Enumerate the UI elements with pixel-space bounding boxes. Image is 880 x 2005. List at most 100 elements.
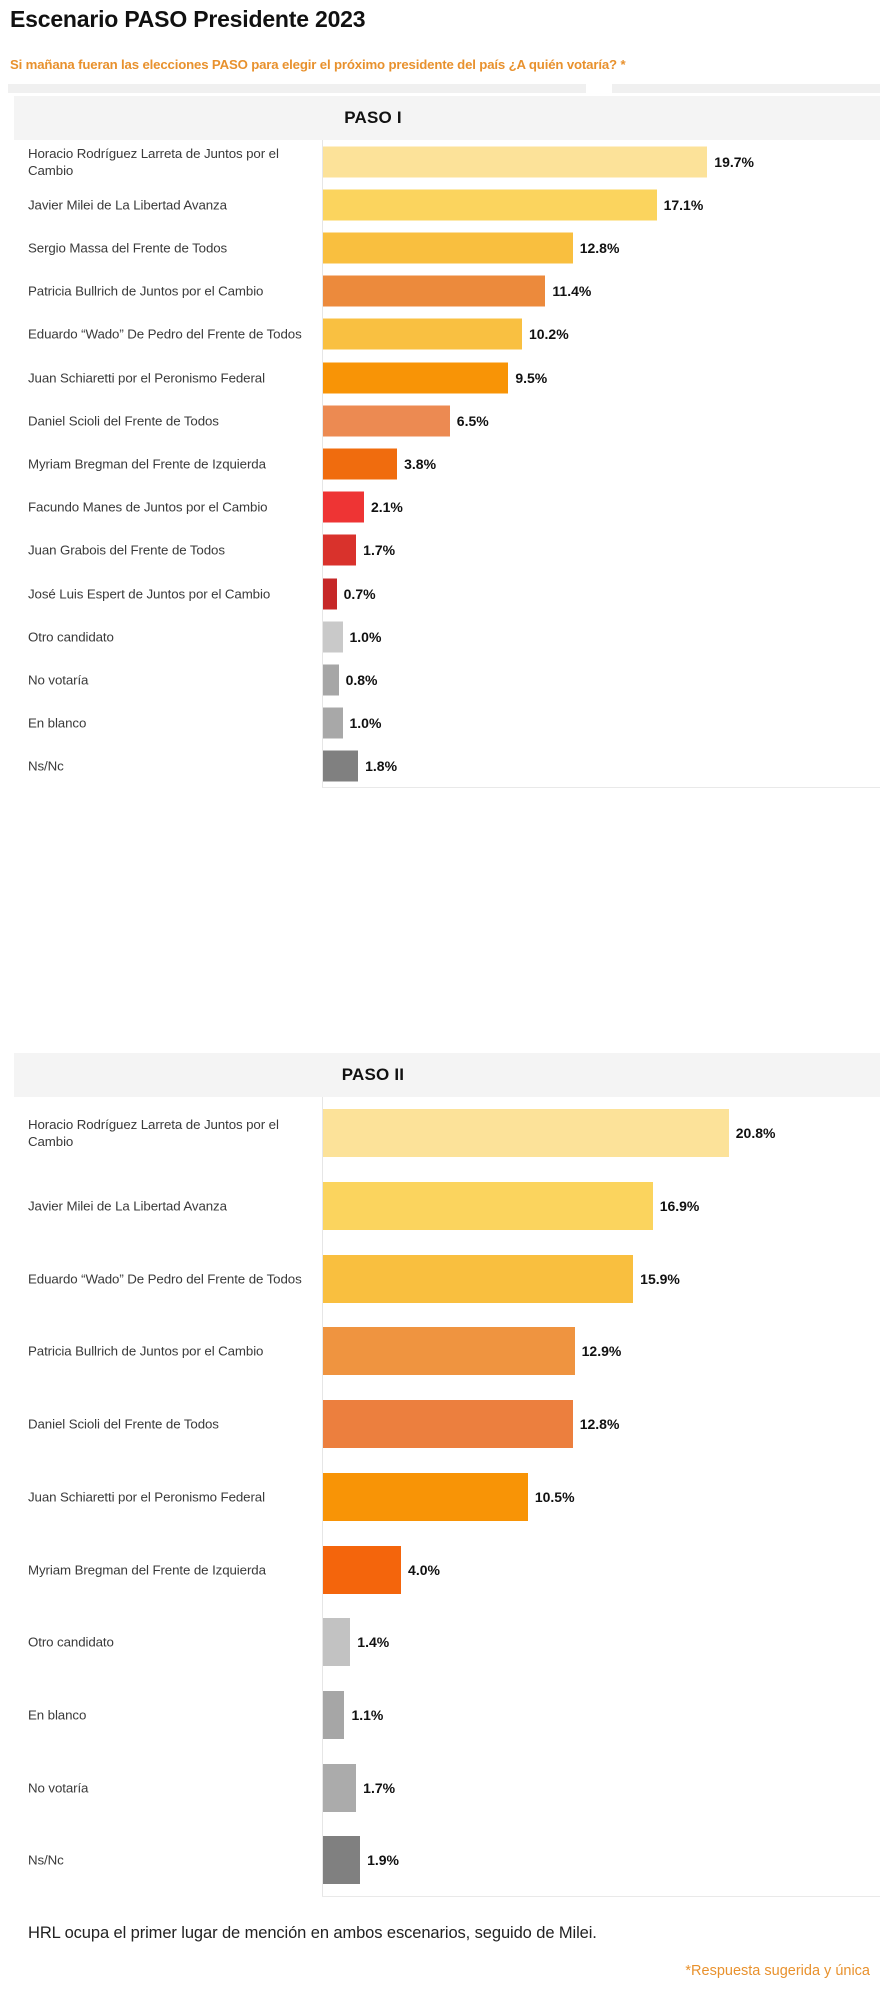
chart-bar-row: Ns/Nc 1.8% <box>14 745 880 788</box>
chart-bar-row: Daniel Scioli del Frente de Todos 6.5% <box>14 399 880 442</box>
bar <box>323 578 337 610</box>
chart-bar-row: José Luis Espert de Juntos por el Cambio… <box>14 572 880 615</box>
bar-category-label: Myriam Bregman del Frente de Izquierda <box>28 456 266 472</box>
bar <box>323 362 509 394</box>
bar <box>323 232 573 264</box>
bar-value-label: 6.5% <box>456 412 489 429</box>
survey-question: Si mañana fueran las elecciones PASO par… <box>10 57 626 72</box>
bar-value-label: 0.8% <box>345 671 378 688</box>
bar-value-label: 10.5% <box>534 1488 575 1505</box>
bar <box>323 664 339 696</box>
bar-category-label: Javier Milei de La Libertad Avanza <box>28 1198 227 1214</box>
bar-value-label: 17.1% <box>663 196 704 213</box>
chart-bar-row: Juan Grabois del Frente de Todos 1.7% <box>14 529 880 572</box>
bar <box>323 1254 634 1303</box>
chart-bar-row: Juan Schiaretti por el Peronismo Federal… <box>14 1461 880 1534</box>
bar-category-label: Myriam Bregman del Frente de Izquierda <box>28 1562 266 1578</box>
bar <box>323 491 364 523</box>
bar <box>323 275 546 307</box>
bar-category-label: En blanco <box>28 715 87 731</box>
bar <box>323 1545 402 1594</box>
bar <box>323 1182 653 1231</box>
bar <box>323 405 450 437</box>
conclusion-text: HRL ocupa el primer lugar de mención en … <box>28 1924 597 1942</box>
chart-bar-row: No votaría 0.8% <box>14 658 880 701</box>
bar-value-label: 16.9% <box>659 1198 700 1215</box>
bar-category-label: Patricia Bullrich de Juntos por el Cambi… <box>28 283 264 299</box>
chart-bar-row: Eduardo “Wado” De Pedro del Frente de To… <box>14 1242 880 1315</box>
bar <box>323 1400 573 1449</box>
chart-bar-row: Myriam Bregman del Frente de Izquierda 4.… <box>14 1533 880 1606</box>
chart-bar-row: Daniel Scioli del Frente de Todos 12.8% <box>14 1388 880 1461</box>
bar-category-label: Facundo Manes de Juntos por el Cambio <box>28 499 268 515</box>
bar-value-label: 1.4% <box>357 1634 390 1651</box>
chart-bar-row: Sergio Massa del Frente de Todos 12.8% <box>14 226 880 269</box>
bar <box>323 1690 345 1739</box>
bar-category-label: Juan Schiaretti por el Peronismo Federal <box>28 1489 265 1505</box>
chart-bar-row: Horacio Rodríguez Larreta de Juntos por … <box>14 140 880 183</box>
footnote-text: *Respuesta sugerida y única <box>685 1963 870 1979</box>
bar <box>323 1472 528 1521</box>
chart-bar-row: En blanco 1.1% <box>14 1679 880 1752</box>
bar <box>323 534 357 566</box>
chart-bar-row: Javier Milei de La Libertad Avanza 17.1% <box>14 183 880 226</box>
chart-bar-row: Eduardo “Wado” De Pedro del Frente de To… <box>14 313 880 356</box>
bar-category-label: No votaría <box>28 672 89 688</box>
chart-bar-row: Myriam Bregman del Frente de Izquierda 3.… <box>14 442 880 485</box>
chart-bar-row: Ns/Nc 1.9% <box>14 1824 880 1897</box>
tab-strip-right <box>612 84 880 93</box>
bar <box>323 621 343 653</box>
bar <box>323 146 708 178</box>
bar-value-label: 11.4% <box>552 283 592 300</box>
chart-bar-row: Patricia Bullrich de Juntos por el Cambi… <box>14 1315 880 1388</box>
bar-category-label: En blanco <box>28 1707 87 1723</box>
section-title-paso-ii: PASO II <box>341 1065 405 1084</box>
chart-bar-row: Juan Schiaretti por el Peronismo Federal… <box>14 356 880 399</box>
chart-bar-row: Patricia Bullrich de Juntos por el Cambi… <box>14 270 880 313</box>
bar <box>323 750 359 782</box>
chart-bar-row: Facundo Manes de Juntos por el Cambio 2.1… <box>14 486 880 529</box>
bar-value-label: 20.8% <box>735 1125 776 1142</box>
bar-category-label: José Luis Espert de Juntos por el Cambio <box>28 586 271 602</box>
bar-category-label: Daniel Scioli del Frente de Todos <box>28 413 219 429</box>
bar-category-label: Horacio Rodríguez Larreta de Juntos por … <box>28 145 279 178</box>
bar-value-label: 12.8% <box>579 239 620 256</box>
bar-value-label: 9.5% <box>515 369 548 386</box>
bar-value-label: 0.7% <box>343 585 376 602</box>
bar <box>323 189 657 221</box>
chart-axis-line <box>322 140 323 788</box>
bar <box>323 448 398 480</box>
bar <box>323 1327 575 1376</box>
bar <box>323 707 343 739</box>
bar <box>323 1618 351 1667</box>
bar-category-label: Patricia Bullrich de Juntos por el Cambi… <box>28 1343 264 1359</box>
bar <box>323 1109 729 1158</box>
chart-bar-row: Horacio Rodríguez Larreta de Juntos por … <box>14 1097 880 1170</box>
chart-paso-i: Horacio Rodríguez Larreta de Juntos por … <box>14 140 880 788</box>
bar <box>323 1763 357 1812</box>
bar-value-label: 2.1% <box>370 499 403 516</box>
bar-category-label: Eduardo “Wado” De Pedro del Frente de To… <box>28 326 302 342</box>
chart-paso-ii: Horacio Rodríguez Larreta de Juntos por … <box>14 1097 880 1897</box>
bar-value-label: 3.8% <box>404 455 437 472</box>
chart-axis-baseline <box>322 1896 880 1897</box>
bar-value-label: 1.7% <box>363 542 396 559</box>
bar-category-label: Javier Milei de La Libertad Avanza <box>28 197 227 213</box>
bar-category-label: Ns/Nc <box>28 758 64 774</box>
bar-category-label: Horacio Rodríguez Larreta de Juntos por … <box>28 1117 279 1150</box>
bar-value-label: 1.7% <box>363 1779 396 1796</box>
section-title-paso-i: PASO I <box>344 108 402 127</box>
tab-strip-left <box>8 84 586 93</box>
bar-value-label: 4.0% <box>408 1561 440 1578</box>
bar-value-label: 10.2% <box>528 326 569 343</box>
bar-category-label: Juan Grabois del Frente de Todos <box>28 542 225 558</box>
bar-value-label: 15.9% <box>640 1270 680 1287</box>
bar-value-label: 1.0% <box>349 628 382 645</box>
section-banner-paso-ii: PASO II <box>14 1053 880 1097</box>
chart-bar-row: En blanco 1.0% <box>14 702 880 745</box>
bar-value-label: 12.9% <box>581 1343 622 1360</box>
section-banner-paso-i: PASO I <box>14 96 880 140</box>
bar-value-label: 1.8% <box>365 758 398 775</box>
bar-value-label: 12.8% <box>579 1416 620 1433</box>
